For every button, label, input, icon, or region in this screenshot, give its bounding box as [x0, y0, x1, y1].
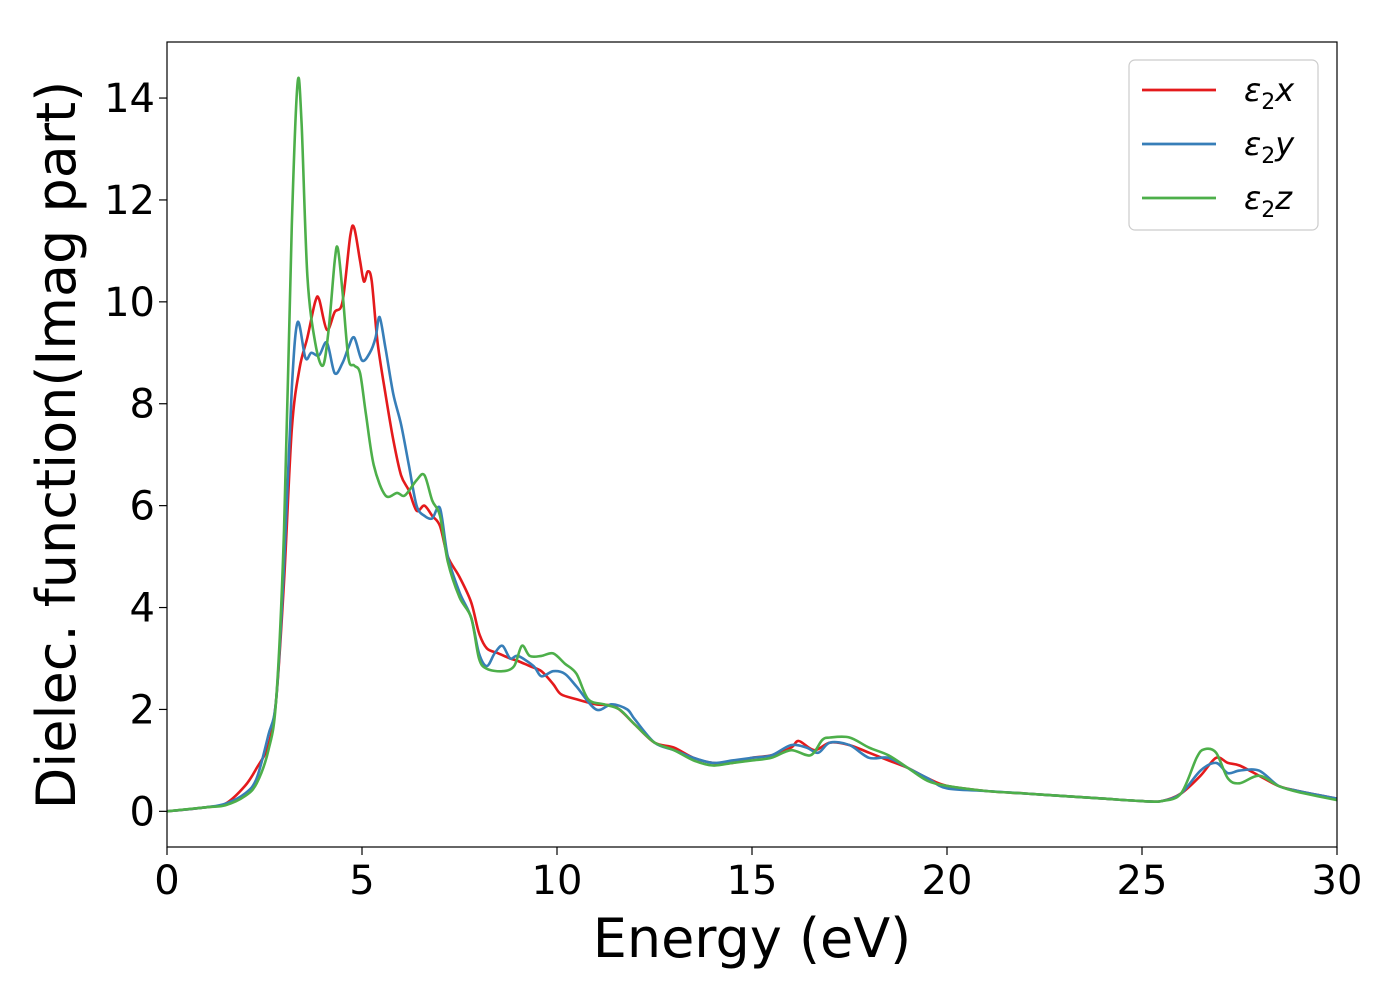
x-tick-label: 20: [922, 858, 973, 904]
x-tick-label: 25: [1117, 858, 1168, 904]
x-tick-label: 5: [349, 858, 374, 904]
x-tick-label: 0: [154, 858, 179, 904]
x-axis: 0 5 10 15 20 25 30: [154, 847, 1362, 904]
legend-box: [1128, 59, 1319, 231]
x-axis-title: Energy (eV): [593, 907, 912, 970]
y-tick-label: 10: [104, 280, 155, 326]
x-tick-label: 10: [532, 858, 583, 904]
y-tick-label: 2: [130, 687, 155, 733]
legend: ε2x ε2y ε2z: [1128, 59, 1319, 231]
y-tick-label: 12: [104, 178, 155, 224]
series-line-z: [167, 76, 1337, 813]
series-line-y: [167, 315, 1337, 813]
y-tick-label: 4: [130, 586, 155, 632]
y-axis: 0 2 4 6 8 10 12 14: [104, 76, 167, 835]
legend-label-y: ε2y: [1244, 125, 1295, 169]
y-tick-label: 14: [104, 76, 155, 122]
y-axis-title: Dielec. function(Imag part): [25, 81, 88, 810]
legend-label-x: ε2x: [1244, 71, 1295, 115]
x-tick-label: 30: [1312, 858, 1363, 904]
series-lines: [167, 76, 1337, 813]
legend-label-z: ε2z: [1244, 179, 1293, 223]
x-tick-label: 15: [727, 858, 778, 904]
y-tick-label: 8: [130, 382, 155, 428]
y-tick-label: 0: [130, 789, 155, 835]
series-line-x: [167, 224, 1337, 813]
y-tick-label: 6: [130, 484, 155, 530]
